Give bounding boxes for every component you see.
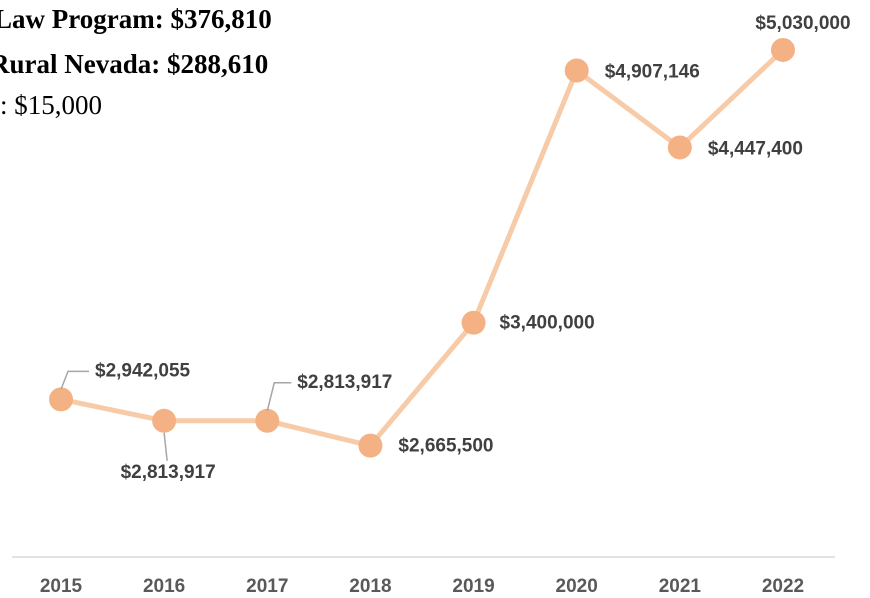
leader-line bbox=[60, 370, 89, 390]
line bbox=[60, 48, 785, 449]
marker bbox=[358, 433, 383, 458]
x-tick-label: 2017 bbox=[246, 576, 288, 597]
data-label: $2,665,500 bbox=[398, 436, 493, 457]
annotation: : $15,000 bbox=[0, 90, 102, 120]
data-label: $4,447,400 bbox=[708, 138, 803, 159]
marker bbox=[152, 408, 177, 433]
data-label: $2,942,055 bbox=[95, 360, 191, 381]
data-label: $3,400,000 bbox=[500, 313, 595, 334]
data-label: $2,813,917 bbox=[121, 462, 216, 483]
data-label: $4,907,146 bbox=[605, 62, 700, 83]
x-tick-label: 2020 bbox=[556, 576, 598, 597]
leader-line bbox=[163, 432, 168, 461]
x-tick-label: 2019 bbox=[452, 576, 494, 597]
x-tick-label: 2021 bbox=[659, 576, 702, 597]
annotation: Law Program: $376,810 bbox=[0, 4, 272, 34]
marker bbox=[49, 387, 73, 412]
x-tick-label: 2016 bbox=[143, 576, 185, 597]
annotation: Rural Nevada: $288,610 bbox=[0, 49, 268, 79]
marker bbox=[461, 310, 486, 335]
x-tick-label: 2015 bbox=[40, 576, 83, 597]
marker bbox=[564, 58, 589, 83]
data-label: $5,030,000 bbox=[755, 13, 850, 34]
marker bbox=[770, 37, 795, 62]
data-label: $2,813,917 bbox=[297, 372, 392, 393]
leader-line bbox=[266, 382, 292, 411]
x-tick-label: 2022 bbox=[762, 576, 804, 597]
marker bbox=[667, 135, 692, 160]
x-tick-label: 2018 bbox=[349, 576, 391, 597]
marker bbox=[255, 408, 280, 433]
